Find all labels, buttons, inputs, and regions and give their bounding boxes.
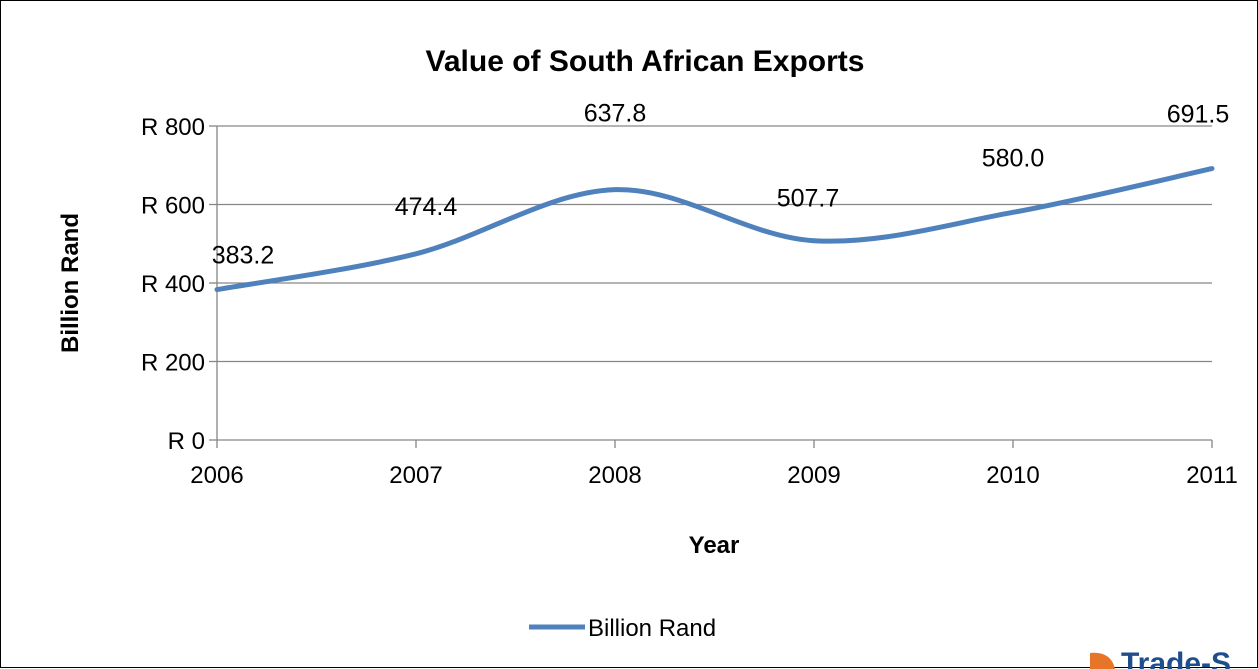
y-axis-title: Billion Rand bbox=[57, 213, 84, 353]
x-tick-label: 2010 bbox=[986, 462, 1039, 489]
data-label: 474.4 bbox=[395, 193, 458, 221]
grid-lines bbox=[209, 126, 1212, 440]
x-axis bbox=[217, 440, 1212, 448]
logo-mark bbox=[1090, 653, 1115, 669]
data-label: 691.5 bbox=[1167, 101, 1230, 129]
y-tick-label: R 800 bbox=[141, 114, 205, 141]
y-tick-label: R 600 bbox=[141, 193, 205, 220]
x-tick-label: 2007 bbox=[389, 462, 442, 489]
data-labels: 383.2 474.4 637.8 507.7 580.0 691.5 bbox=[212, 100, 1230, 270]
series-billion-rand bbox=[217, 168, 1212, 289]
x-tick-label: 2006 bbox=[190, 462, 243, 489]
y-tick-labels: R 0 R 200 R 400 R 600 R 800 bbox=[141, 114, 205, 455]
y-tick-label: R 0 bbox=[168, 428, 205, 455]
data-label: 637.8 bbox=[584, 100, 647, 128]
x-tick-labels: 2006 2007 2008 2009 2010 2011 bbox=[190, 462, 1238, 489]
series-line bbox=[217, 169, 1212, 290]
x-tick-label: 2011 bbox=[1186, 462, 1238, 489]
x-tick-label: 2009 bbox=[787, 462, 840, 489]
watermark-text: Trade-S bbox=[1121, 647, 1231, 669]
x-tick-label: 2008 bbox=[588, 462, 641, 489]
y-tick-label: R 200 bbox=[141, 350, 205, 377]
x-axis-title: Year bbox=[689, 532, 740, 559]
legend-entry-billion-rand: Billion Rand bbox=[588, 615, 716, 642]
data-label: 580.0 bbox=[982, 144, 1045, 172]
legend: Billion Rand bbox=[529, 615, 716, 642]
watermark-logo: Trade-S bbox=[1090, 647, 1231, 669]
y-tick-label: R 400 bbox=[141, 271, 205, 298]
data-label: 507.7 bbox=[777, 185, 840, 213]
chart-title: Value of South African Exports bbox=[426, 45, 865, 78]
data-label: 383.2 bbox=[212, 242, 275, 270]
